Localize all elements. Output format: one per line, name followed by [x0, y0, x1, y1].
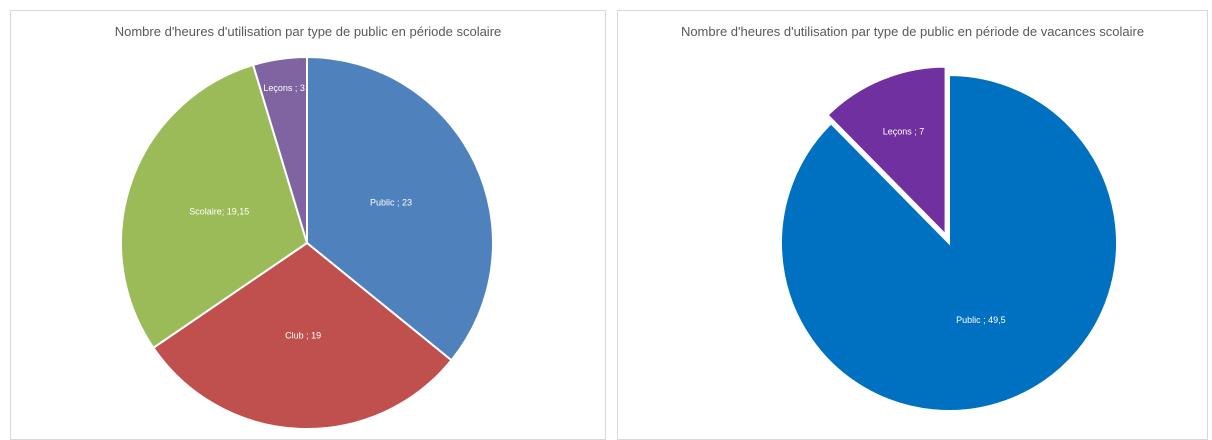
pie-slice [120, 63, 309, 350]
chart-title: Nombre d'heures d'utilisation par type d… [680, 24, 1145, 39]
pie-slice [306, 55, 494, 362]
data-label: Club ; 19 [285, 330, 321, 340]
pie-slice [780, 73, 1118, 412]
data-label: Public ; 23 [370, 197, 412, 207]
chart-title: Nombre d'heures d'utilisation par type d… [114, 24, 502, 39]
data-label: Public ; 49,5 [956, 315, 1006, 325]
data-label: Scolaire; 19,15 [189, 206, 249, 216]
chart-panel: Nombre d'heures d'utilisation par type d… [10, 10, 606, 440]
data-label: Leçons ; 3 [263, 83, 305, 93]
chart-panel: Nombre d'heures d'utilisation par type d… [617, 10, 1208, 440]
pie-chart: Public ; 49,5 Leçons ; 7 [780, 65, 1118, 412]
pie-slice [151, 241, 453, 430]
pie-slice [251, 55, 308, 244]
data-label: Leçons ; 7 [883, 126, 925, 136]
pie-slice [826, 65, 947, 238]
pie-chart: Public ; 23 Club ; 19 Scolaire; 19,15 Leçon… [120, 55, 494, 430]
